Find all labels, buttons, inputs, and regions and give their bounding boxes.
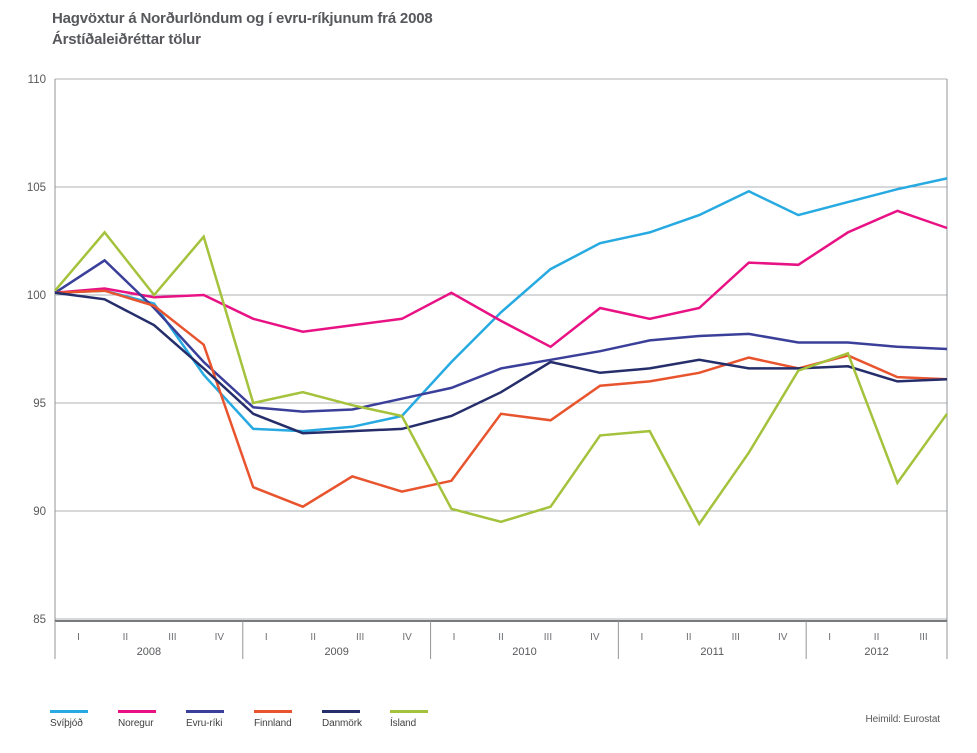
quarter-label: II <box>498 632 504 643</box>
y-tick-label-85: 85 <box>33 614 46 626</box>
quarter-label: I <box>77 632 80 643</box>
quarter-label: II <box>123 632 129 643</box>
legend-item-Danmörk: Danmörk <box>322 710 390 729</box>
quarter-label: IV <box>402 632 412 643</box>
y-tick-label-100: 100 <box>27 290 46 302</box>
legend-item-Noregur: Noregur <box>118 710 186 729</box>
year-label-2008: 2008 <box>137 646 161 658</box>
chart-title: Hagvöxtur á Norðurlöndum og í evru-ríkju… <box>52 10 433 27</box>
legend-swatch <box>186 710 224 713</box>
quarter-label: I <box>453 632 456 643</box>
legend-swatch <box>118 710 156 713</box>
quarter-label: IV <box>590 632 600 643</box>
quarter-label: III <box>544 632 552 643</box>
legend-label: Svíþjóð <box>50 718 83 729</box>
quarter-label: III <box>356 632 364 643</box>
source-note: Heimild: Eurostat <box>865 714 941 725</box>
chart-subtitle: Árstíðaleiðréttar tölur <box>52 31 201 48</box>
legend-swatch <box>322 710 360 713</box>
legend-label: Ísland <box>390 718 417 729</box>
series-line-Finnland <box>54 289 948 509</box>
chart-legend: Svíþjóð Noregur Evru-ríki Finnland Danmörk Ís… <box>50 710 458 729</box>
year-label-2011: 2011 <box>700 646 724 658</box>
quarter-label: III <box>168 632 176 643</box>
legend-swatch <box>254 710 292 713</box>
y-tick-label-90: 90 <box>33 506 46 518</box>
quarter-label: III <box>919 632 927 643</box>
series-line-Danmörk <box>54 291 948 435</box>
quarter-label: IV <box>778 632 788 643</box>
legend-swatch <box>390 710 428 713</box>
quarter-label: II <box>686 632 692 643</box>
series-line-Noregur <box>54 209 948 349</box>
legend-swatch <box>50 710 88 713</box>
quarter-label: I <box>640 632 643 643</box>
quarter-label: II <box>874 632 880 643</box>
quarter-label: II <box>310 632 316 643</box>
quarter-label: III <box>732 632 740 643</box>
y-tick-label-110: 110 <box>28 74 46 86</box>
quarter-label: IV <box>215 632 225 643</box>
series-line-Ísland <box>54 230 949 527</box>
legend-label: Evru-ríki <box>186 718 223 729</box>
year-label-2012: 2012 <box>864 646 888 658</box>
legend-item-Evru-ríki: Evru-ríki <box>186 710 254 729</box>
legend-item-Svíþjóð: Svíþjóð <box>50 710 118 729</box>
year-label-2010: 2010 <box>512 646 536 658</box>
quarter-label: I <box>828 632 831 643</box>
y-tick-label-95: 95 <box>33 398 46 410</box>
legend-label: Noregur <box>118 718 154 729</box>
series-line-Evru-ríki <box>54 258 948 413</box>
legend-item-Ísland: Ísland <box>390 710 458 729</box>
title-block: Hagvöxtur á Norðurlöndum og í evru-ríkju… <box>52 8 433 50</box>
legend-item-Finnland: Finnland <box>254 710 322 729</box>
legend-label: Danmörk <box>322 718 362 729</box>
legend-label: Finnland <box>254 718 292 729</box>
series-line-Svíþjóð <box>54 177 948 433</box>
y-tick-label-105: 105 <box>27 182 46 194</box>
quarter-label: I <box>265 632 268 643</box>
year-label-2009: 2009 <box>324 646 348 658</box>
